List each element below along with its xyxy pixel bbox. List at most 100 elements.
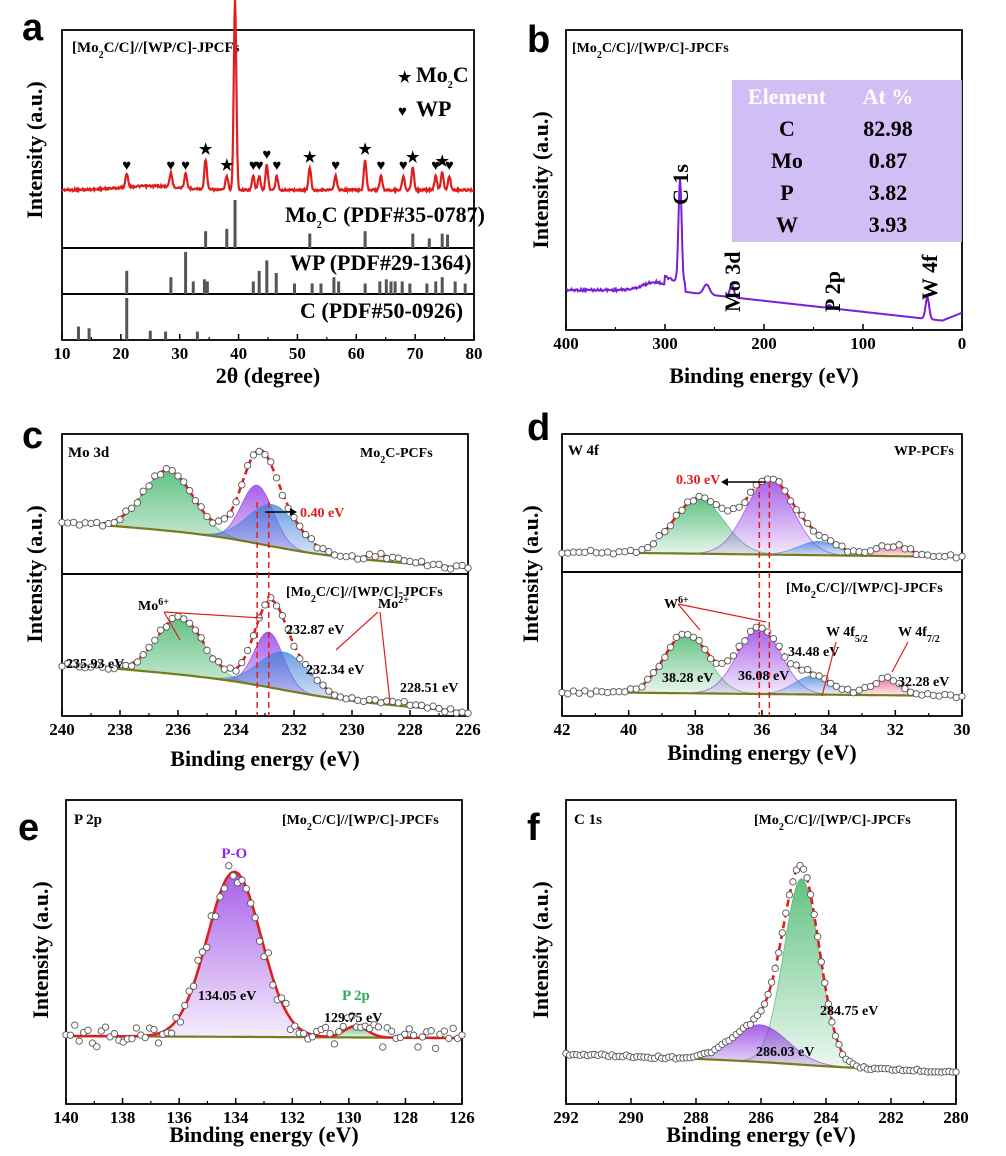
mo3d-xtick-label: 234 <box>223 720 249 739</box>
p2p-data-point <box>238 876 246 884</box>
c1s-data-point <box>828 1018 836 1026</box>
w4f-top-data-point <box>781 487 789 495</box>
w4f-bottom-data-point <box>724 657 732 665</box>
w4f-top-label: WP-PCFs <box>894 444 954 459</box>
reference-bar <box>169 277 173 294</box>
w4f-bottom-data-point <box>901 684 909 693</box>
mo3d-top-data-point <box>348 552 356 560</box>
mo3d-top-data-point <box>261 450 269 459</box>
p2p-data-point <box>66 1031 75 1039</box>
w4f-peak-32-28: 32.28 eV <box>898 675 949 690</box>
xrd-xtick-label: 50 <box>289 344 306 363</box>
w4f-xtick-label: 42 <box>554 720 571 739</box>
p2p-data-point <box>387 1027 396 1035</box>
mo3d-bottom-data-point <box>417 701 426 709</box>
w4f52-leader <box>821 641 837 697</box>
w4f-top-data-point <box>838 542 846 550</box>
legend-heart-icon: ♥ <box>398 104 407 120</box>
w4f52-label: W 4f5/2 <box>826 625 868 645</box>
p2p-data-point <box>75 1037 83 1045</box>
table-cell-at-pct: 3.93 <box>869 212 908 237</box>
p2p-data-point <box>242 885 251 893</box>
p2p-data-point <box>128 1035 136 1043</box>
reference-bar <box>251 281 255 294</box>
p2p-data-point <box>277 994 286 1002</box>
mo3d-peak-232-34: 232.34 eV <box>306 663 364 678</box>
p2p-data-point <box>176 1018 185 1026</box>
reference-bar <box>440 233 444 248</box>
c1s-xtick-label: 286 <box>748 1108 774 1127</box>
p2p-xtick-label: 128 <box>393 1108 419 1127</box>
mo3d-bottom-data-point <box>203 646 211 654</box>
reference-bar <box>308 233 312 248</box>
mo3d-bottom-data-point <box>394 699 403 707</box>
mo3d-bottom-data-point <box>284 625 292 634</box>
mo3d-bottom-data-point <box>464 709 472 717</box>
mo2c-peak-marker: ★ <box>220 158 234 174</box>
w4f-top-data-point <box>706 498 715 506</box>
wp-peak-marker: ♥ <box>122 158 131 174</box>
reference-bar <box>434 281 438 294</box>
c1s-data-point <box>817 958 825 966</box>
c1s-x-axis-title: Binding energy (eV) <box>666 1122 855 1147</box>
w4f-bottom-data-point <box>769 635 778 643</box>
c1s-data-point <box>767 978 776 986</box>
p2p-xtick-label: 132 <box>280 1108 306 1127</box>
table-cell-at-pct: 3.82 <box>869 180 908 205</box>
mo3d-top-data-point <box>377 549 385 558</box>
c1s-peak-284-75: 284.75 eV <box>820 1004 878 1019</box>
mo3d-bottom-data-point <box>220 665 229 673</box>
panel-label-a: a <box>22 7 44 49</box>
mo3d-top-data-point <box>203 512 211 521</box>
w4f-top-data-point <box>661 528 669 536</box>
reference-bar <box>257 270 261 294</box>
mo3d-top-data-point <box>296 522 304 530</box>
p2p-data-point <box>185 987 193 995</box>
p2p-data-point <box>172 1014 180 1022</box>
xrd-y-axis-title: Intensity (a.u.) <box>22 81 47 219</box>
mo3d-xtick-label: 230 <box>339 720 365 739</box>
p2p-xtick-label: 138 <box>110 1108 136 1127</box>
xrd-x-axis-title: 2θ (degree) <box>216 363 321 388</box>
p2p-data-point <box>132 1024 141 1032</box>
reference-bar <box>125 270 129 294</box>
w4f-bottom-background-line <box>562 690 962 698</box>
mo3d-top-data-point <box>255 447 263 456</box>
mo2c-peak-marker: ★ <box>406 150 420 166</box>
w4f-top-data-point <box>798 511 806 519</box>
p2p-xtick-label: 134 <box>223 1108 249 1127</box>
mo6-label: Mo6+ <box>138 597 169 615</box>
mo3d-top-data-point <box>226 510 234 518</box>
mo3d-top-data-point <box>87 519 95 528</box>
c1s-data-point <box>771 964 779 973</box>
reference-bar <box>378 281 382 294</box>
reference-bar <box>233 200 237 248</box>
panel-b-survey: 400 300 200 100 0 Binding energy (eV) Intensit… <box>528 29 966 388</box>
w4f-bottom-data-point <box>958 692 966 701</box>
w4f-bottom-data-point <box>638 683 646 691</box>
w4f-top-data-point <box>672 511 680 519</box>
reference-bar <box>440 277 444 294</box>
p2p-data-point <box>418 1033 427 1041</box>
p2p-data-point <box>229 872 237 880</box>
mo3d-top-data-point <box>394 554 403 562</box>
w4f-peak-34-48: 34.48 eV <box>788 645 839 660</box>
panel-d-w4f: 42 40 38 36 34 32 30 Binding energy (eV) Intensi… <box>518 433 971 765</box>
mo3d-peak-232-87: 232.87 eV <box>286 623 344 638</box>
w4f-top-data-point <box>775 478 783 486</box>
p2p-data-point <box>458 1031 466 1039</box>
legend-wp-label: WP <box>416 96 451 121</box>
p2p-data-point <box>150 1025 158 1034</box>
mo2c-peak-marker: ★ <box>303 150 317 166</box>
w4f-bottom-data-point <box>564 690 572 698</box>
p2p-data-point <box>110 1029 119 1038</box>
c1s-data-point <box>746 1020 755 1029</box>
reference-bar <box>265 260 269 294</box>
w4f-bottom-data-point <box>832 682 840 690</box>
panel-e-p2p: 140 138 136 134 132 130 128 126 Binding energy (… <box>28 799 475 1147</box>
c1s-data-point <box>810 910 818 919</box>
w4f72-leader <box>891 641 909 673</box>
w4f-title: W 4f <box>568 443 600 459</box>
w4f-bottom-data-point <box>695 636 703 645</box>
